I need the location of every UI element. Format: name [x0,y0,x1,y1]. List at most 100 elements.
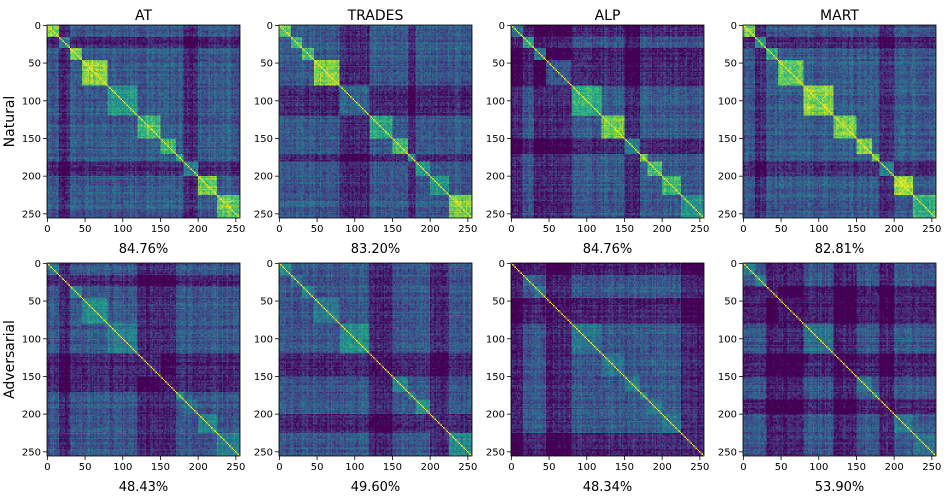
x-tick-label: 200 [653,224,672,235]
x-tick-label: 200 [421,462,440,473]
x-tick-label: 250 [922,462,941,473]
y-tick-label: 250 [486,209,505,220]
x-tick-label: 150 [847,462,866,473]
x-tick-label: 250 [226,224,245,235]
axes-frame [510,24,705,219]
x-tick-label: 200 [189,224,208,235]
accuracy-caption: 82.81% [815,242,865,257]
x-tick-label: 150 [615,462,634,473]
y-tick-label: 150 [254,134,273,145]
accuracy-caption: 84.76% [583,242,633,257]
y-tick-label: 0 [267,259,273,270]
y-tick-label: 250 [22,209,41,220]
x-tick-label: 250 [690,462,709,473]
axes-frame [742,24,937,219]
row-label: Natural [2,96,18,148]
y-tick-label: 50 [724,59,737,70]
y-tick-label: 250 [718,209,737,220]
y-tick-label: 0 [731,259,737,270]
y-tick-label: 100 [22,334,41,345]
x-tick-label: 150 [151,462,170,473]
column-title: ALP [595,8,621,24]
x-tick-label: 50 [775,462,788,473]
x-tick-label: 50 [543,224,556,235]
x-tick-label: 200 [885,224,904,235]
y-tick-label: 100 [254,334,273,345]
y-tick-label: 50 [260,297,273,308]
row-label: Adversarial [2,320,18,399]
x-tick-label: 0 [740,224,746,235]
x-tick-label: 50 [543,462,556,473]
x-tick-label: 0 [44,462,50,473]
x-tick-label: 250 [690,224,709,235]
x-tick-label: 100 [809,462,828,473]
x-tick-label: 250 [922,224,941,235]
y-tick-label: 50 [28,297,41,308]
y-tick-label: 100 [486,96,505,107]
y-tick-label: 150 [486,372,505,383]
y-tick-label: 250 [718,447,737,458]
axes-frame [278,24,473,219]
x-tick-label: 100 [113,224,132,235]
y-tick-label: 50 [724,297,737,308]
x-tick-label: 150 [383,462,402,473]
axes-frame [510,262,705,457]
axes-frame [46,262,241,457]
x-tick-label: 150 [847,224,866,235]
y-tick-label: 0 [499,259,505,270]
y-tick-label: 250 [254,209,273,220]
accuracy-caption: 83.20% [351,242,401,257]
accuracy-caption: 48.34% [583,480,633,495]
x-tick-label: 100 [577,462,596,473]
y-tick-label: 0 [731,21,737,32]
heatmap-image [743,25,936,218]
y-tick-label: 150 [254,372,273,383]
y-tick-label: 200 [718,172,737,183]
y-tick-label: 100 [22,96,41,107]
heatmap-image [279,25,472,218]
x-tick-label: 150 [151,224,170,235]
x-tick-label: 150 [615,224,634,235]
y-tick-label: 150 [718,372,737,383]
y-tick-label: 250 [486,447,505,458]
axes-frame [742,262,937,457]
y-tick-label: 0 [499,21,505,32]
y-tick-label: 150 [22,372,41,383]
y-tick-label: 150 [486,134,505,145]
x-tick-label: 200 [189,462,208,473]
x-tick-label: 0 [508,462,514,473]
accuracy-caption: 48.43% [119,480,169,495]
x-tick-label: 0 [740,462,746,473]
x-tick-label: 0 [44,224,50,235]
heatmap-image [743,263,936,456]
heatmap-image [511,263,704,456]
heatmap-image [47,263,240,456]
x-tick-label: 100 [113,462,132,473]
axes-frame [278,262,473,457]
y-tick-label: 150 [718,134,737,145]
y-tick-label: 200 [22,172,41,183]
x-tick-label: 100 [809,224,828,235]
y-tick-label: 50 [260,59,273,70]
column-title: TRADES [347,8,404,24]
y-tick-label: 200 [254,172,273,183]
y-tick-label: 50 [492,59,505,70]
y-tick-label: 250 [254,447,273,458]
accuracy-caption: 84.76% [119,242,169,257]
x-tick-label: 150 [383,224,402,235]
x-tick-label: 50 [79,462,92,473]
y-tick-label: 100 [718,96,737,107]
column-title: AT [135,8,152,24]
y-tick-label: 0 [35,21,41,32]
y-tick-label: 250 [22,447,41,458]
x-tick-label: 100 [577,224,596,235]
x-tick-label: 50 [311,224,324,235]
